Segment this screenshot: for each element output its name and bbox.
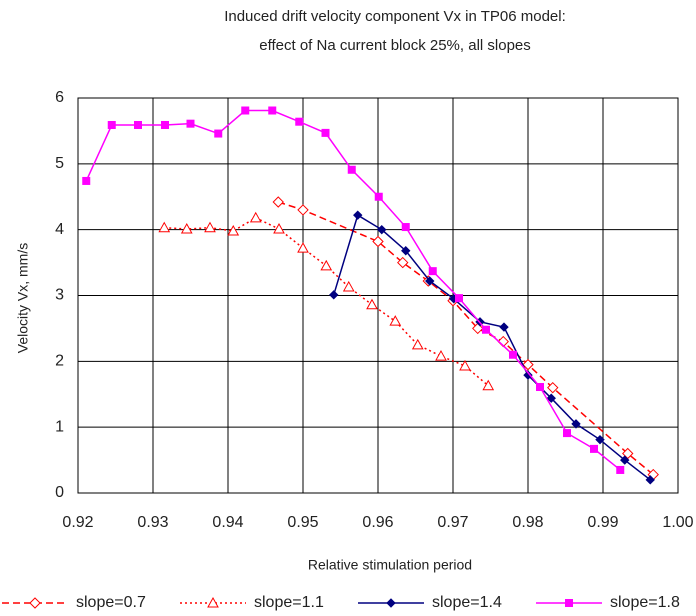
y-tick-label: 2 bbox=[55, 353, 64, 370]
chart-title: Induced drift velocity component Vx in T… bbox=[224, 8, 566, 25]
marker bbox=[523, 370, 533, 380]
chart-subtitle: effect of Na current block 25%, all slop… bbox=[259, 37, 531, 54]
marker bbox=[158, 221, 171, 233]
marker bbox=[366, 298, 378, 310]
marker bbox=[563, 429, 571, 438]
y-tick-label: 4 bbox=[55, 221, 64, 238]
marker bbox=[536, 383, 544, 392]
marker bbox=[455, 294, 463, 303]
legend-label: slope=1.4 bbox=[432, 594, 502, 611]
legend-label: slope=1.1 bbox=[254, 594, 324, 611]
marker bbox=[377, 224, 387, 235]
marker bbox=[186, 119, 195, 128]
x-tick-label: 0.93 bbox=[137, 514, 168, 531]
marker bbox=[134, 120, 142, 129]
marker bbox=[268, 106, 277, 115]
marker bbox=[522, 358, 534, 371]
marker bbox=[204, 221, 216, 233]
marker bbox=[389, 315, 402, 326]
marker bbox=[329, 290, 339, 300]
x-tick-label: 0.95 bbox=[287, 514, 318, 531]
marker bbox=[546, 393, 556, 403]
y-tick-label: 6 bbox=[55, 89, 64, 106]
marker bbox=[273, 222, 285, 234]
marker bbox=[272, 196, 284, 208]
marker bbox=[227, 224, 240, 236]
marker bbox=[297, 204, 309, 216]
marker bbox=[214, 129, 223, 138]
marker bbox=[107, 120, 116, 129]
marker bbox=[645, 475, 655, 485]
series-line bbox=[333, 214, 651, 481]
legend-marker bbox=[29, 597, 41, 609]
marker bbox=[372, 235, 384, 248]
marker bbox=[499, 322, 509, 332]
x-tick-label: 0.99 bbox=[587, 514, 618, 531]
marker bbox=[595, 434, 605, 445]
x-tick-label: 0.92 bbox=[62, 514, 93, 531]
x-tick-label: 1.00 bbox=[662, 514, 693, 531]
y-tick-label: 0 bbox=[55, 484, 64, 501]
marker bbox=[547, 381, 559, 394]
marker bbox=[428, 267, 437, 276]
y-tick-label: 1 bbox=[55, 418, 64, 435]
legend-marker bbox=[386, 598, 396, 608]
marker bbox=[571, 419, 581, 429]
x-tick-label: 0.96 bbox=[362, 514, 393, 531]
marker bbox=[616, 465, 625, 474]
marker bbox=[509, 350, 517, 359]
marker bbox=[180, 222, 193, 234]
marker bbox=[401, 246, 411, 256]
marker bbox=[347, 165, 356, 174]
y-axis-label: Velocity Vx, mm/s bbox=[15, 243, 31, 353]
marker bbox=[435, 350, 447, 361]
marker bbox=[425, 276, 435, 286]
marker bbox=[295, 117, 304, 126]
plot-frame bbox=[77, 97, 679, 494]
marker bbox=[459, 359, 471, 371]
marker bbox=[249, 211, 262, 223]
y-tick-label: 5 bbox=[55, 155, 64, 172]
y-tick-label: 3 bbox=[55, 287, 64, 304]
marker bbox=[397, 256, 409, 269]
legend-marker bbox=[565, 599, 573, 607]
x-tick-label: 0.98 bbox=[512, 514, 543, 531]
x-tick-label: 0.94 bbox=[212, 514, 243, 531]
marker bbox=[411, 338, 424, 350]
marker bbox=[161, 120, 169, 129]
marker bbox=[374, 192, 383, 201]
marker bbox=[82, 176, 91, 185]
x-tick-label: 0.97 bbox=[437, 514, 468, 531]
legend-marker bbox=[207, 596, 219, 608]
x-axis-label: Relative stimulation period bbox=[308, 557, 472, 573]
marker bbox=[620, 455, 630, 465]
marker bbox=[590, 444, 598, 453]
marker bbox=[342, 280, 355, 292]
marker bbox=[321, 128, 330, 137]
marker bbox=[297, 242, 309, 253]
marker bbox=[241, 106, 250, 115]
legend-label: slope=1.8 bbox=[610, 594, 680, 611]
legend-label: slope=0.7 bbox=[76, 594, 146, 611]
marker bbox=[353, 210, 363, 220]
marker bbox=[320, 259, 333, 271]
series-line bbox=[278, 201, 654, 476]
marker bbox=[401, 223, 410, 232]
marker bbox=[482, 325, 490, 334]
marker bbox=[482, 379, 495, 391]
